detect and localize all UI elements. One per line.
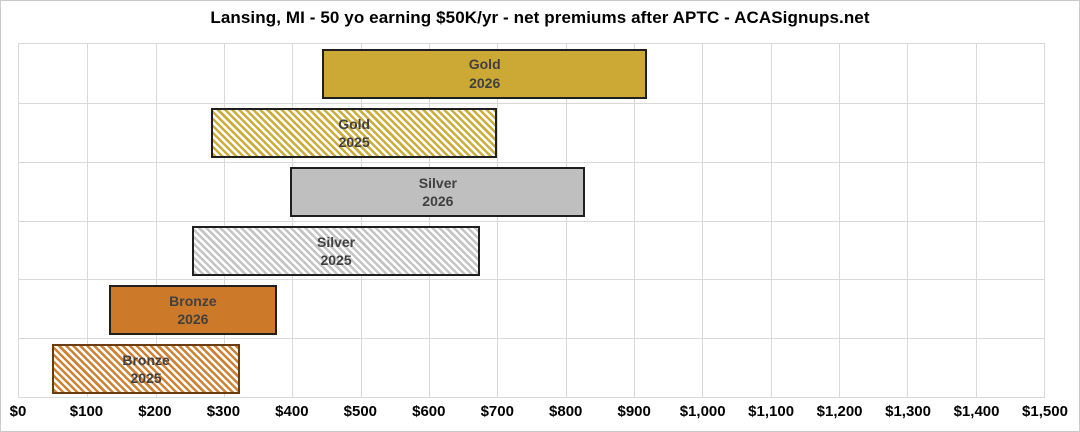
bar-label-year: 2025 bbox=[338, 133, 370, 150]
x-axis-tick-label: $0 bbox=[9, 403, 27, 420]
bar-gold-2026: Gold 2026 bbox=[322, 48, 647, 99]
x-axis-tick-label: $600 bbox=[412, 403, 446, 420]
x-axis-tick-label: $100 bbox=[69, 403, 104, 420]
x-axis-tick-label: $300 bbox=[206, 403, 241, 420]
x-axis-tick-label: $1,300 bbox=[885, 403, 932, 420]
gridline-horizontal bbox=[19, 220, 1044, 222]
gridline-horizontal bbox=[19, 279, 1044, 281]
bar-label-metal: Gold bbox=[468, 56, 501, 73]
bar-label-year: 2025 bbox=[130, 370, 162, 387]
chart-title: Lansing, MI - 50 yo earning $50K/yr - ne… bbox=[210, 8, 870, 27]
bar-label-year: 2026 bbox=[177, 311, 209, 328]
x-axis-tick-label: $1,400 bbox=[953, 403, 1000, 420]
x-axis-tick-label: $900 bbox=[617, 403, 651, 420]
bar-label-metal: Gold bbox=[338, 115, 371, 132]
bar-label-metal: Bronze bbox=[169, 293, 217, 310]
x-axis-tick-label: $1,000 bbox=[679, 403, 726, 420]
bar-label-metal: Silver bbox=[418, 174, 457, 191]
x-axis-tick-label: $400 bbox=[275, 403, 309, 420]
bar-gold-2025: Gold 2025 bbox=[211, 107, 498, 158]
gridline-horizontal bbox=[19, 338, 1044, 340]
bar-silver-2026: Silver 2026 bbox=[290, 166, 586, 217]
bar-label-metal: Bronze bbox=[122, 352, 170, 369]
plot-area: Gold 2026 Gold 2025 Silver 2026 Silver 2025 Bron… bbox=[18, 43, 1045, 398]
bar-label-year: 2026 bbox=[422, 192, 454, 209]
x-axis-tick-label: $1,200 bbox=[816, 403, 863, 420]
bar-label-year: 2025 bbox=[320, 252, 352, 269]
gridline-horizontal bbox=[19, 161, 1044, 163]
bar-label-year: 2026 bbox=[469, 74, 501, 91]
bar-bronze-2025: Bronze 2025 bbox=[51, 344, 241, 395]
x-axis-tick-label: $700 bbox=[480, 403, 514, 420]
bar-silver-2025: Silver 2025 bbox=[191, 226, 481, 277]
x-axis-tick-label: $500 bbox=[343, 403, 378, 420]
x-axis: $0 $100 $200 $300 $400 $500 $600 $700 $800 $900 $1… bbox=[1, 400, 1079, 426]
bar-label-metal: Silver bbox=[316, 233, 356, 250]
gridline-horizontal bbox=[19, 102, 1044, 104]
x-axis-tick-label: $1,500 bbox=[1022, 403, 1068, 420]
bar-bronze-2026: Bronze 2026 bbox=[109, 285, 277, 336]
x-axis-tick-label: $800 bbox=[549, 403, 583, 420]
x-axis-tick-label: $200 bbox=[138, 403, 172, 420]
x-axis-tick-label: $1,100 bbox=[748, 403, 795, 420]
